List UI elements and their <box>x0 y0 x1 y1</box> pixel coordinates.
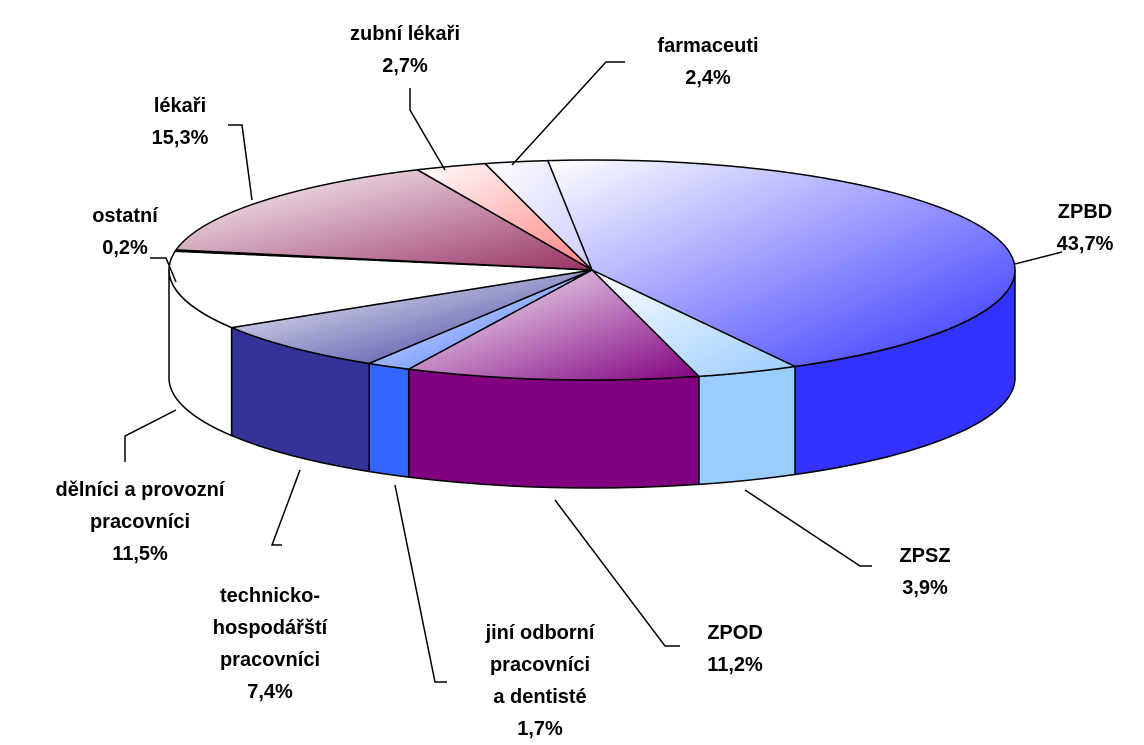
slice-top <box>168 250 593 329</box>
slice-side <box>698 365 796 486</box>
slice-top <box>483 159 593 271</box>
value-label: 15,3% <box>151 127 209 149</box>
category-label: zubní lékaři <box>349 23 461 45</box>
category-label: technicko-hospodářští pracovníci <box>212 585 328 671</box>
leader-line <box>744 489 872 567</box>
value-label: 2,4% <box>685 67 731 89</box>
category-label: lékaři <box>153 95 207 117</box>
category-label: farmaceuti <box>657 35 759 57</box>
slice-label: zubní lékaři 2,7% <box>320 18 490 82</box>
value-label: 43,7% <box>1056 233 1114 255</box>
leader-line <box>270 469 301 546</box>
slice-label: ZPOD 11,2% <box>675 617 795 681</box>
leader-line <box>554 499 680 647</box>
slice-top <box>546 159 1016 368</box>
leader-line <box>1014 251 1063 265</box>
category-label: ZPBD <box>1057 201 1113 223</box>
category-label: ZPOD <box>707 622 763 644</box>
leader-line <box>150 257 177 283</box>
slice-top <box>228 269 593 365</box>
slice-label: ZPBD 43,7% <box>1025 196 1144 260</box>
value-label: 7,4% <box>247 681 293 703</box>
category-label: jiní odborní pracovníci a dentisté <box>485 622 595 708</box>
value-label: 3,9% <box>902 577 948 599</box>
leader-line <box>124 409 177 462</box>
slice-label: dělníci a provozní pracovníci 11,5% <box>5 474 275 570</box>
value-label: 2,7% <box>382 55 428 77</box>
value-label: 1,7% <box>517 718 563 740</box>
category-label: dělníci a provozní pracovníci <box>55 479 225 533</box>
slice-side <box>368 362 410 478</box>
slice-top <box>174 169 593 271</box>
value-label: 11,2% <box>707 654 763 676</box>
value-label: 0,2% <box>102 237 148 259</box>
leader-line <box>394 484 447 683</box>
slice-side <box>407 368 700 489</box>
leader-line <box>228 124 253 201</box>
slice-top <box>406 269 701 381</box>
category-label: ostatní <box>92 205 158 227</box>
category-label: ZPSZ <box>899 545 951 567</box>
slice-label: ZPSZ 3,9% <box>865 540 985 604</box>
leader-line <box>511 61 625 166</box>
leader-line <box>409 88 446 171</box>
slice-label: technicko-hospodářští pracovníci 7,4% <box>205 580 335 708</box>
slice-label: ostatní 0,2% <box>65 200 185 264</box>
slice-label: jiní odborní pracovníci a dentisté 1,7% <box>483 617 597 745</box>
value-label: 11,5% <box>112 543 168 565</box>
slice-label: farmaceuti 2,4% <box>633 30 783 94</box>
slice-label: lékaři 15,3% <box>120 90 240 154</box>
